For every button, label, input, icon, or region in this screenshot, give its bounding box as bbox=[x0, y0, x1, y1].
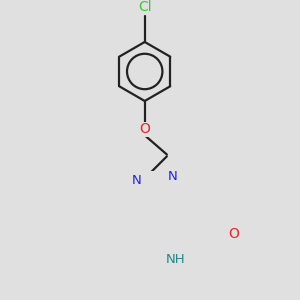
Text: Cl: Cl bbox=[138, 0, 152, 14]
Text: N: N bbox=[167, 170, 177, 183]
Text: O: O bbox=[139, 122, 150, 136]
Text: N: N bbox=[132, 174, 142, 187]
Text: O: O bbox=[228, 227, 239, 241]
Text: NH: NH bbox=[166, 254, 185, 266]
